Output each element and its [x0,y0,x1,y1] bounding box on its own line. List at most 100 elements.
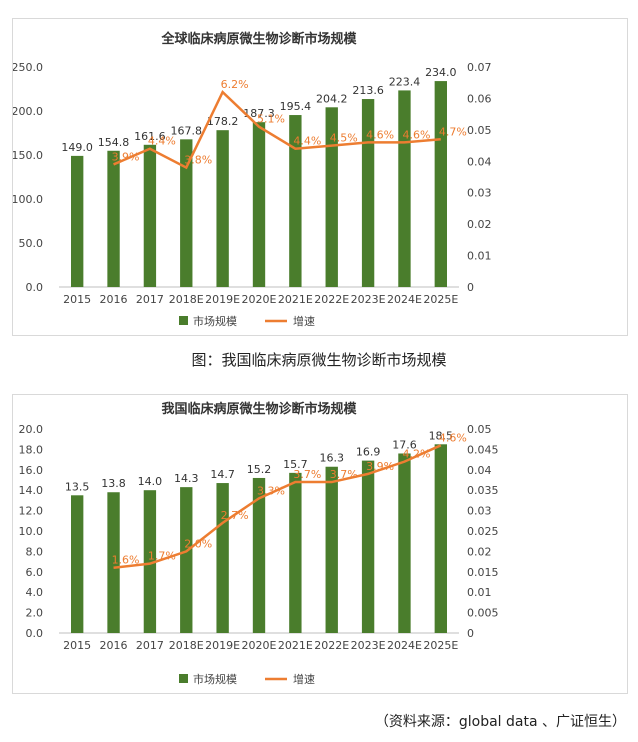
right-axis-tick-label: 0.02 [467,218,492,231]
bar [398,453,411,633]
right-axis-tick-label: 0.03 [467,505,492,518]
x-tick-label: 2023E [351,639,386,652]
bar-data-label: 223.4 [389,75,421,88]
bar [252,122,266,288]
left-axis-tick-label: 12.0 [19,505,44,518]
legend-bar-label: 市场规模 [193,314,237,328]
left-axis-tick-label: 16.0 [19,464,44,477]
left-axis-tick-label: 0.0 [26,627,44,640]
growth-data-label: 2.7% [221,509,249,522]
growth-data-label: 3.9% [112,150,140,163]
x-tick-label: 2024E [387,293,422,306]
x-tick-label: 2020E [242,639,277,652]
growth-data-label: 4.4% [293,135,321,148]
growth-data-label: 4.6% [402,128,430,141]
bar-data-label: 18.5 [429,429,454,442]
right-axis-tick-label: 0.06 [467,92,492,105]
chart-title: 全球临床病原微生物诊断市场规模 [160,31,357,47]
left-axis-tick-label: 6.0 [26,566,44,579]
growth-data-label: 4.5% [330,132,358,145]
x-tick-label: 2017 [136,639,164,652]
legend-line-label: 增速 [293,672,315,686]
x-tick-label: 2019E [205,293,240,306]
growth-line [113,90,441,170]
bar-data-label: 15.7 [283,458,308,471]
x-tick-label: 2025E [423,639,458,652]
right-axis-tick-label: 0.05 [467,124,492,137]
global-market-chart-svg: 全球临床病原微生物诊断市场规模0.050.0100.0150.0200.0250… [12,31,492,328]
legend-bar-swatch [179,316,188,325]
x-tick-label: 2024E [387,639,422,652]
left-axis-tick-label: 50.0 [19,237,44,250]
legend-bar-label: 市场规模 [193,672,237,686]
growth-data-label: 3.3% [257,484,285,497]
x-tick-label: 2018E [169,293,204,306]
bar-data-label: 161.6 [134,130,166,143]
growth-data-label: 3.7% [330,468,358,481]
china-market-chart-svg: 我国临床病原微生物诊断市场规模 0.0 2.0 4.0 6.0 8.0 10.0 12.0 14… [19,401,499,686]
bar [71,495,84,633]
growth-data-label: 6.2% [221,78,249,91]
x-tick-label: 2021E [278,293,313,306]
growth-data-label: 3.9% [366,460,394,473]
bar [398,90,411,288]
right-axis-tick-label: 0.015 [467,566,499,579]
growth-data-label: 2.0% [184,537,212,550]
growth-data-label: 4.6% [439,431,467,444]
bar-data-label: 14.7 [210,468,235,481]
bar [180,139,193,287]
bar-data-label: 14.3 [174,472,199,485]
bar [107,492,120,633]
bar-data-label: 154.8 [98,136,130,149]
figure-caption: 图：我国临床病原微生物诊断市场规模 [191,351,447,369]
left-axis-tick-label: 100.0 [13,193,43,206]
right-axis-tick-label: 0.005 [467,607,499,620]
growth-data-label: 1.7% [148,550,176,563]
growth-line [113,444,442,569]
bar-data-label: 13.8 [101,477,126,490]
x-tick-label: 2017 [136,293,164,306]
bar [107,150,120,287]
china-market-chart: 我国临床病原微生物诊断市场规模 0.0 2.0 4.0 6.0 8.0 10.0 12.0 14… [12,394,628,694]
x-tick-label: 2016 [100,293,128,306]
bar-data-label: 17.6 [392,438,417,451]
x-tick-label: 2022E [314,639,349,652]
bar [289,115,302,287]
bar-data-label: 13.5 [65,480,90,493]
right-axis-tick-label: 0.025 [467,525,499,538]
bar [361,460,375,633]
right-axis-tick-label: 0.03 [467,187,492,200]
growth-data-label: 4.6% [366,128,394,141]
right-axis-tick-label: 0.01 [467,250,492,263]
bar-data-label: 149.0 [61,141,93,154]
left-axis-tick-label: 250.0 [13,61,43,74]
bar-data-label: 14.0 [138,475,163,488]
x-tick-label: 2020E [242,293,277,306]
global-market-chart: 全球临床病原微生物诊断市场规模 0.0 50.0 100.0 150.0 200.0 250… [12,18,628,336]
left-axis-tick-label: 14.0 [19,484,44,497]
bar-data-label: 187.3 [243,107,275,120]
bar-data-label: 15.2 [247,463,272,476]
bar [216,483,229,633]
left-axis-tick-label: 200.0 [13,105,43,118]
legend-bar-swatch [179,674,188,683]
left-axis-tick-label: 4.0 [26,586,44,599]
left-axis-tick-label: 18.0 [19,443,44,456]
x-tick-label: 2023E [351,293,386,306]
chart-title: 我国临床病原微生物诊断市场规模 [161,401,357,417]
x-tick-label: 2022E [314,293,349,306]
bar-data-label: 178.2 [207,115,239,128]
right-axis-tick-label: 0.045 [467,443,499,456]
bar [434,444,447,633]
source-note: （资料来源：global data 、广证恒生） [374,714,626,730]
right-axis-tick-label: 0 [467,627,474,640]
bar-data-label: 195.4 [280,100,312,113]
x-tick-label: 2018E [169,639,204,652]
bar-data-label: 213.6 [352,84,384,97]
growth-data-label: 4.4% [148,135,176,148]
right-axis-tick-label: 0.05 [467,423,492,436]
bar [143,490,157,633]
left-axis-tick-label: 8.0 [26,545,44,558]
x-tick-label: 2015 [63,639,91,652]
bar [434,81,447,287]
